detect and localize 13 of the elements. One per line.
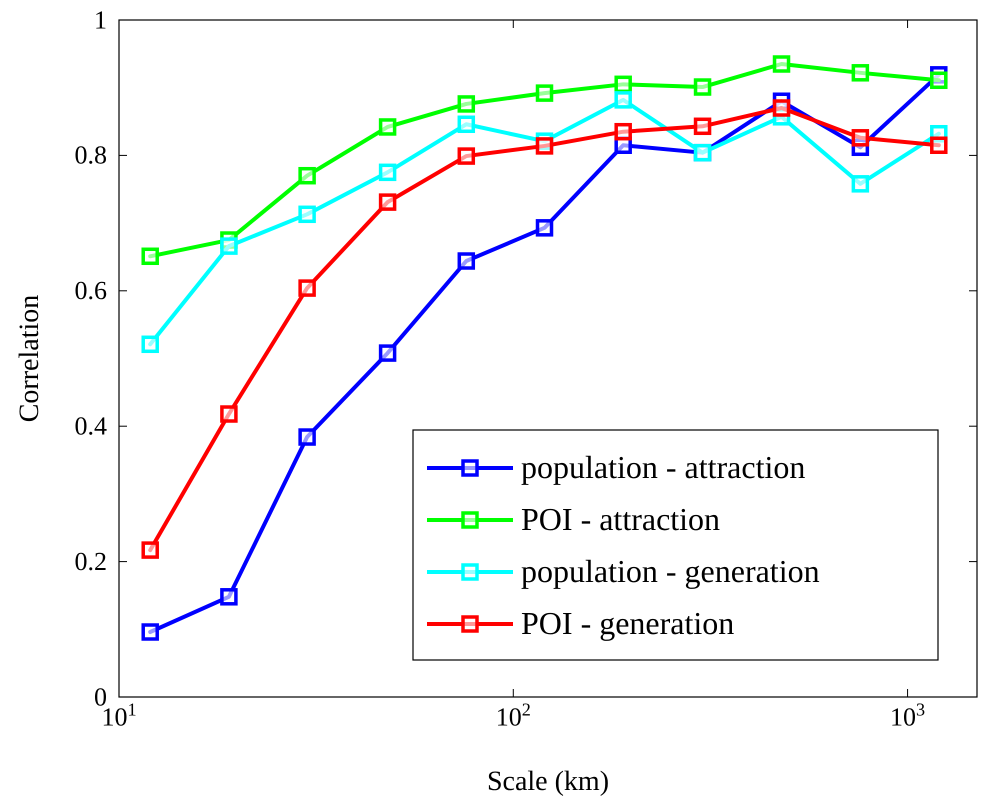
x-tick-label: 10$^{2}$	[496, 699, 531, 732]
legend-label: POI - attraction	[521, 501, 720, 537]
legend-label: population - generation	[521, 553, 820, 589]
y-tick-label: 0.8	[74, 140, 107, 170]
legend-label: POI - generation	[521, 605, 734, 641]
y-tick-label: 0.4	[74, 412, 107, 441]
y-tick-label: 1	[94, 5, 107, 34]
y-axis-title: Correlation	[14, 294, 45, 422]
y-tick-label: 0.2	[74, 546, 107, 576]
x-axis-title: Scale (km)	[486, 766, 610, 797]
legend-label: population - attraction	[521, 449, 806, 485]
x-tick-label: 10$^{3}$	[890, 699, 926, 732]
y-tick-label: 0.6	[74, 276, 107, 306]
